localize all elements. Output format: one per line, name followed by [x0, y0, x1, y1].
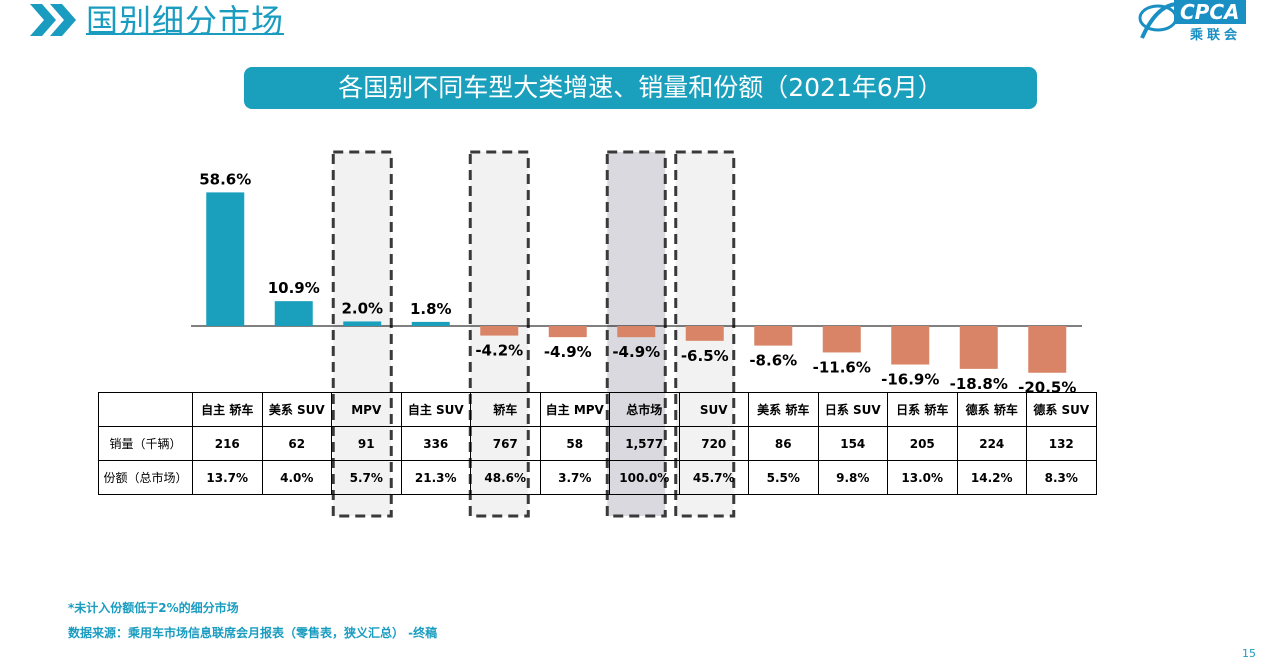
table-cell-share: 5.7%	[331, 460, 402, 495]
bar	[1028, 326, 1067, 373]
table-header-cell: 美系 SUV	[261, 392, 332, 427]
row-label-sales: 销量（千辆）	[98, 426, 193, 461]
page-number: 15	[1242, 647, 1256, 660]
table-cell-share: 5.5%	[748, 460, 819, 495]
table-corner-cell	[98, 392, 193, 427]
bar	[959, 326, 998, 369]
table-cell-sales: 58	[539, 426, 610, 461]
bar	[274, 301, 313, 326]
table-cell-share: 100.0%	[609, 460, 680, 495]
table-cell-sales: 86	[748, 426, 819, 461]
table-row-sales: 销量（千辆） 216 62 91 336 767 58 1,577 720 86 154 205 22…	[98, 426, 1097, 461]
bar	[206, 192, 245, 326]
bar	[617, 326, 656, 338]
bar	[822, 326, 861, 353]
table-cell-share: 13.0%	[887, 460, 958, 495]
table-header-cell: 自主 轿车	[192, 392, 263, 427]
table-cell-share: 48.6%	[470, 460, 541, 495]
data-label: -11.6%	[813, 358, 871, 376]
data-label: -16.9%	[881, 371, 939, 389]
data-label: -4.9%	[612, 343, 660, 361]
table-cell-share: 9.8%	[817, 460, 888, 495]
table-header-cell: MPV	[331, 392, 402, 427]
logo-text: CPCA	[1174, 0, 1246, 24]
table-cell-sales: 224	[956, 426, 1027, 461]
table-cell-share: 45.7%	[678, 460, 749, 495]
data-table: 自主 轿车 美系 SUV MPV 自主 SUV 轿车 自主 MPV 总市场 SUV 美系 轿车日…	[98, 392, 1097, 495]
table-row-share: 份额（总市场） 13.7% 4.0% 5.7% 21.3% 48.6% 3.7% 100.0…	[98, 460, 1097, 495]
table-cell-share: 3.7%	[539, 460, 610, 495]
table-header-cell: 日系 轿车	[887, 392, 958, 427]
row-label-share: 份额（总市场）	[98, 460, 193, 495]
bar	[480, 326, 519, 336]
table-cell-sales: 205	[887, 426, 958, 461]
bar	[685, 326, 724, 341]
data-label: 1.8%	[410, 300, 452, 318]
table-cell-sales: 1,577	[609, 426, 680, 461]
table-header-row: 自主 轿车 美系 SUV MPV 自主 SUV 轿车 自主 MPV 总市场 SUV 美系 轿车日…	[98, 392, 1097, 427]
table-cell-share: 8.3%	[1026, 460, 1097, 495]
chevron-double-icon	[30, 4, 76, 36]
table-header-cell: 德系 轿车	[956, 392, 1027, 427]
data-label: 2.0%	[341, 299, 383, 317]
data-label: 10.9%	[268, 279, 320, 297]
table-header-cell: 总市场	[609, 392, 680, 427]
table-cell-sales: 336	[400, 426, 471, 461]
table-cell-sales: 62	[261, 426, 332, 461]
table-header-cell: 轿车	[470, 392, 541, 427]
footnote-note: *未计入份额低于2%的细分市场	[68, 601, 239, 615]
table-cell-sales: 132	[1026, 426, 1097, 461]
table-cell-sales: 216	[192, 426, 263, 461]
table-header-cell: 自主 SUV	[400, 392, 471, 427]
table-header-cell: 美系 轿车	[748, 392, 819, 427]
bar	[548, 326, 587, 338]
data-label: -8.6%	[749, 352, 797, 370]
table-cell-share: 14.2%	[956, 460, 1027, 495]
table-header-cell: 自主 MPV	[539, 392, 610, 427]
page-title: 国别细分市场	[86, 2, 285, 40]
table-cell-sales: 767	[470, 426, 541, 461]
footnote-source: 数据来源：乘用车市场信息联席会月报表（零售表，狭义汇总） -终稿	[68, 626, 438, 640]
table-cell-share: 4.0%	[261, 460, 332, 495]
bar	[891, 326, 930, 365]
table-cell-share: 13.7%	[192, 460, 263, 495]
bar	[411, 321, 450, 326]
bar	[343, 321, 382, 326]
table-cell-sales: 720	[678, 426, 749, 461]
table-header-cell: SUV	[678, 392, 749, 427]
logo-subtext: 乘联会	[1190, 28, 1242, 43]
table-header-cell: 德系 SUV	[1026, 392, 1097, 427]
data-label: -18.8%	[950, 375, 1008, 393]
data-label: 58.6%	[199, 170, 251, 188]
table-header-cell: 日系 SUV	[817, 392, 888, 427]
table-cell-sales: 91	[331, 426, 402, 461]
data-label: -6.5%	[681, 347, 729, 365]
bar	[754, 326, 793, 346]
chart-title: 各国别不同车型大类增速、销量和份额（2021年6月）	[244, 67, 1037, 109]
table-cell-share: 21.3%	[400, 460, 471, 495]
data-label: -4.2%	[475, 342, 523, 360]
data-label: -4.9%	[544, 343, 592, 361]
table-cell-sales: 154	[817, 426, 888, 461]
